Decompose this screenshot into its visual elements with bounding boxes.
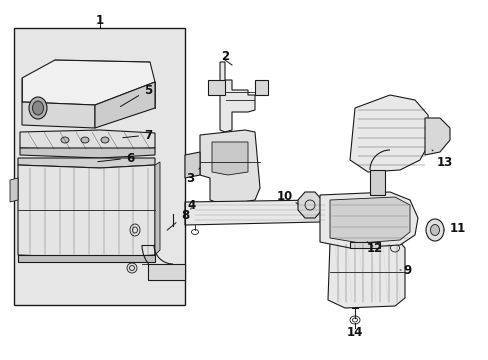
Polygon shape — [349, 242, 379, 248]
Ellipse shape — [101, 137, 109, 143]
Polygon shape — [327, 238, 404, 308]
Ellipse shape — [127, 263, 137, 273]
Text: 9: 9 — [399, 264, 411, 276]
Text: 14: 14 — [346, 325, 363, 338]
Polygon shape — [349, 95, 429, 172]
Polygon shape — [184, 200, 334, 225]
Polygon shape — [155, 162, 160, 255]
Polygon shape — [10, 178, 18, 202]
Polygon shape — [18, 255, 155, 262]
Ellipse shape — [425, 219, 443, 241]
Polygon shape — [321, 198, 339, 210]
Polygon shape — [212, 142, 247, 175]
Ellipse shape — [61, 137, 69, 143]
Polygon shape — [424, 118, 449, 155]
Text: 11: 11 — [443, 221, 465, 234]
Polygon shape — [20, 148, 155, 158]
Ellipse shape — [429, 225, 439, 235]
Text: 1: 1 — [96, 14, 104, 27]
Ellipse shape — [81, 137, 89, 143]
Polygon shape — [319, 192, 417, 248]
Text: 6: 6 — [98, 152, 134, 165]
Polygon shape — [297, 192, 321, 218]
Polygon shape — [254, 80, 267, 95]
Text: 8: 8 — [167, 208, 189, 230]
Text: 13: 13 — [431, 150, 452, 168]
Polygon shape — [220, 62, 254, 132]
Polygon shape — [329, 197, 409, 243]
Text: 4: 4 — [187, 198, 196, 212]
Polygon shape — [18, 158, 155, 168]
Text: 12: 12 — [366, 242, 382, 255]
Polygon shape — [207, 80, 224, 95]
Polygon shape — [22, 60, 155, 105]
Text: 3: 3 — [185, 168, 200, 185]
Text: 10: 10 — [276, 189, 297, 204]
Polygon shape — [18, 165, 155, 258]
Polygon shape — [184, 152, 200, 178]
Text: 7: 7 — [122, 129, 152, 141]
Ellipse shape — [29, 97, 47, 119]
Text: 2: 2 — [221, 50, 228, 63]
Text: 5: 5 — [120, 84, 152, 107]
Polygon shape — [22, 102, 95, 128]
Polygon shape — [200, 130, 260, 205]
Polygon shape — [95, 82, 155, 128]
Polygon shape — [369, 170, 384, 195]
Polygon shape — [14, 28, 184, 305]
Polygon shape — [20, 130, 155, 150]
Polygon shape — [148, 264, 184, 280]
Ellipse shape — [130, 224, 140, 236]
Ellipse shape — [32, 101, 43, 115]
